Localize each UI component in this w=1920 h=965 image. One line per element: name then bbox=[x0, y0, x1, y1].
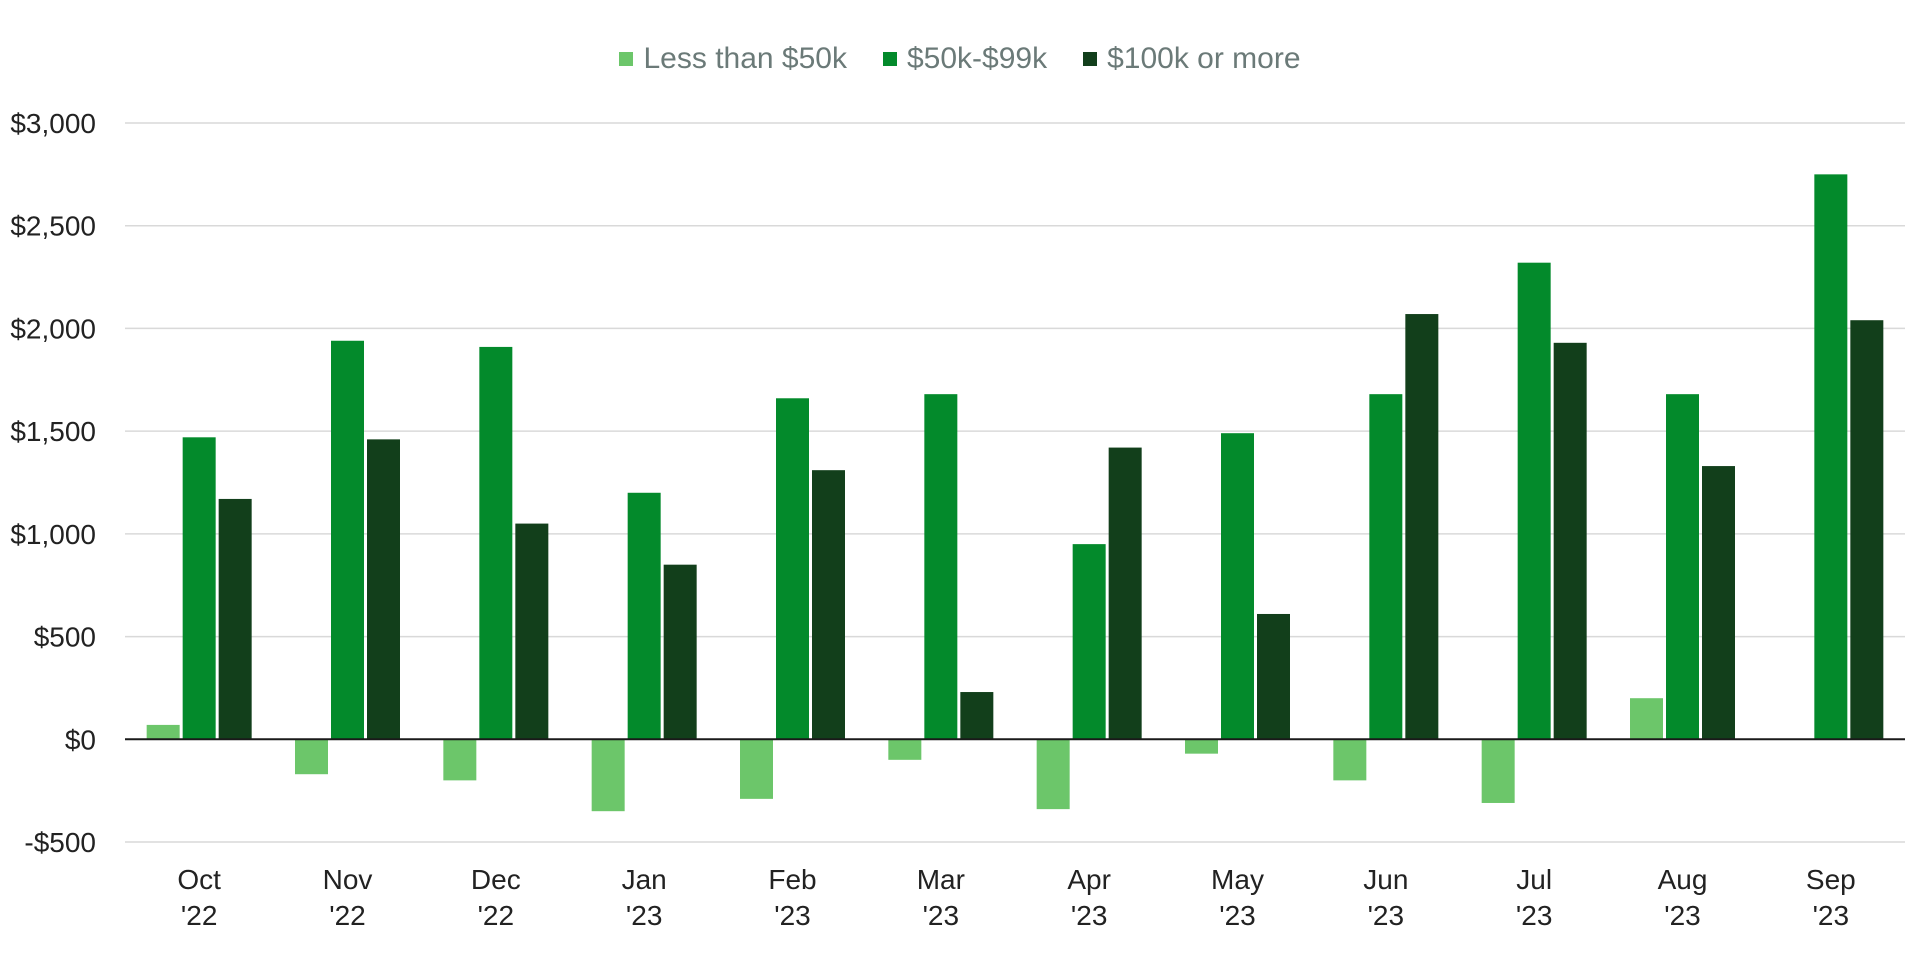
bar-50k-99k bbox=[627, 492, 661, 740]
x-tick-label-year: '22 bbox=[478, 900, 515, 931]
y-tick-label: $500 bbox=[34, 622, 96, 653]
x-tick-label-year: '23 bbox=[1219, 900, 1256, 931]
bar-less-than-50k bbox=[1036, 739, 1070, 810]
bar-100k-or-more bbox=[812, 470, 845, 740]
x-tick-label-year: '23 bbox=[1368, 900, 1405, 931]
bar-100k-or-more bbox=[1850, 320, 1884, 740]
x-tick-label-year: '23 bbox=[923, 900, 960, 931]
bar-100k-or-more bbox=[960, 692, 994, 740]
y-tick-label: -$500 bbox=[24, 827, 96, 858]
x-tick-label-month: Aug bbox=[1658, 864, 1708, 895]
bar-less-than-50k bbox=[295, 739, 328, 775]
bar-100k-or-more bbox=[515, 523, 549, 740]
bar-less-than-50k bbox=[1630, 698, 1663, 740]
x-tick-label-month: Nov bbox=[323, 864, 373, 895]
bar-100k-or-more bbox=[1108, 447, 1142, 740]
bar-100k-or-more bbox=[1405, 314, 1439, 740]
bar-50k-99k bbox=[1666, 394, 1699, 740]
bar-50k-99k bbox=[1369, 394, 1403, 740]
legend-swatch-50k-99k bbox=[882, 52, 897, 66]
x-tick-label-year: '22 bbox=[329, 900, 366, 931]
x-tick-label-month: Feb bbox=[768, 864, 816, 895]
bar-50k-99k bbox=[182, 437, 216, 740]
x-tick-label-year: '23 bbox=[1516, 900, 1553, 931]
x-tick-label-year: '23 bbox=[1813, 900, 1850, 931]
x-tick-label-month: Jul bbox=[1516, 864, 1552, 895]
x-tick-label-month: May bbox=[1211, 864, 1264, 895]
x-tick-label-month: Jun bbox=[1363, 864, 1408, 895]
bar-50k-99k bbox=[331, 340, 364, 740]
bar-less-than-50k bbox=[888, 739, 922, 760]
y-tick-label: $1,500 bbox=[10, 416, 96, 447]
bar-100k-or-more bbox=[1257, 613, 1290, 740]
bar-50k-99k bbox=[479, 346, 513, 740]
x-tick-label-year: '23 bbox=[1664, 900, 1701, 931]
x-tick-label-month: Apr bbox=[1067, 864, 1111, 895]
x-tick-label-month: Oct bbox=[177, 864, 221, 895]
legend-swatch-100k-or-more bbox=[1083, 52, 1098, 66]
legend-label-less-than-50k: Less than $50k bbox=[643, 42, 847, 75]
bar-50k-99k bbox=[1814, 174, 1848, 740]
bar-100k-or-more bbox=[367, 439, 400, 740]
y-tick-label: $2,000 bbox=[10, 313, 96, 344]
legend: Less than $50k $50k-$99k $100k or more bbox=[0, 42, 1920, 76]
x-tick-label-month: Mar bbox=[917, 864, 965, 895]
bar-100k-or-more bbox=[1702, 466, 1735, 740]
bar-100k-or-more bbox=[218, 498, 252, 740]
bar-less-than-50k bbox=[1185, 739, 1218, 754]
x-tick-label-year: '23 bbox=[626, 900, 663, 931]
x-tick-label-year: '23 bbox=[774, 900, 811, 931]
x-tick-label-year: '22 bbox=[181, 900, 218, 931]
bar-less-than-50k bbox=[146, 724, 180, 740]
legend-item-50k-99k: $50k-$99k bbox=[882, 42, 1048, 76]
bar-less-than-50k bbox=[1333, 739, 1367, 781]
x-tick-label-month: Jan bbox=[622, 864, 667, 895]
x-tick-label-month: Dec bbox=[471, 864, 521, 895]
legend-item-less-than-50k: Less than $50k bbox=[619, 42, 847, 76]
legend-swatch-less-than-50k bbox=[619, 52, 634, 66]
y-tick-label: $1,000 bbox=[10, 519, 96, 550]
bar-less-than-50k bbox=[740, 739, 773, 799]
bar-50k-99k bbox=[776, 398, 809, 740]
legend-label-100k-or-more: $100k or more bbox=[1107, 42, 1301, 75]
bar-50k-99k bbox=[924, 394, 958, 740]
y-tick-label: $0 bbox=[65, 724, 96, 755]
bar-50k-99k bbox=[1517, 262, 1551, 740]
legend-item-100k-or-more: $100k or more bbox=[1083, 42, 1301, 76]
legend-label-50k-99k: $50k-$99k bbox=[906, 42, 1048, 75]
bar-less-than-50k bbox=[591, 739, 625, 812]
bar-less-than-50k bbox=[443, 739, 477, 781]
bar-100k-or-more bbox=[663, 564, 697, 740]
y-tick-label: $2,500 bbox=[10, 211, 96, 242]
bar-50k-99k bbox=[1221, 433, 1254, 740]
bar-less-than-50k bbox=[1481, 739, 1515, 803]
bar-100k-or-more bbox=[1553, 342, 1587, 740]
x-tick-label-year: '23 bbox=[1071, 900, 1108, 931]
x-tick-label-month: Sep bbox=[1806, 864, 1856, 895]
bar-50k-99k bbox=[1072, 544, 1106, 740]
y-tick-label: $3,000 bbox=[10, 108, 96, 139]
